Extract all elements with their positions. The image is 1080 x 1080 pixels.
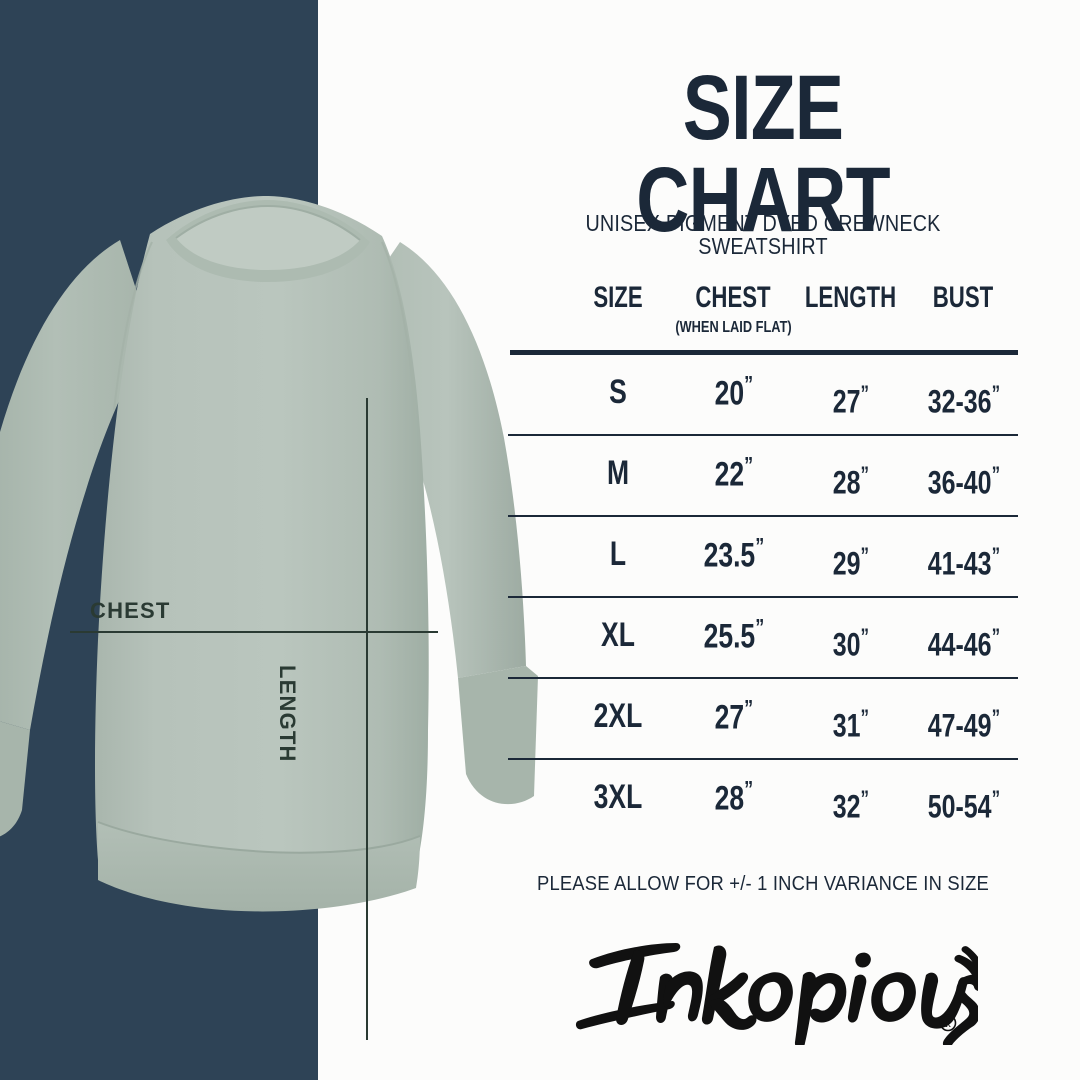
cell-length: 29” <box>832 543 869 582</box>
cell-size: 2XL <box>593 697 643 735</box>
hem-seam <box>97 821 421 854</box>
table-row: 2XL 27” 31” 47-49” <box>508 679 1018 760</box>
header-divider <box>510 350 1018 355</box>
header-bust: BUST <box>932 281 994 314</box>
inch-mark: ” <box>991 786 1000 811</box>
inch-mark: ” <box>860 381 869 406</box>
cell-bust: 50-54” <box>927 786 1000 825</box>
length-measure-label: LENGTH <box>275 665 300 763</box>
inch-mark: ” <box>755 614 764 640</box>
table-row: M 22” 28” 36-40” <box>508 436 1018 517</box>
cell-chest: 22” <box>714 452 753 494</box>
right-cuff <box>458 666 538 805</box>
page-title: SIZE CHART <box>636 57 890 251</box>
table-body: S 20” 27” 32-36” M 22” 28” 36-40” L 23.5” 29” 41-43… <box>508 355 1018 839</box>
inch-mark: ” <box>860 786 869 811</box>
cell-bust: 44-46” <box>927 624 1000 663</box>
inch-mark: ” <box>991 543 1000 568</box>
brand-logo: R <box>548 925 978 1045</box>
left-cuff <box>0 721 30 837</box>
length-measure-line <box>366 398 368 1040</box>
header-chest-note: (WHEN LAID FLAT) <box>675 319 792 336</box>
variance-note: PLEASE ALLOW FOR +/- 1 INCH VARIANCE IN … <box>536 873 990 895</box>
inch-mark: ” <box>744 776 753 802</box>
chest-measure-line <box>70 631 438 633</box>
inch-mark: ” <box>860 462 869 487</box>
cell-size: S <box>609 373 627 411</box>
cell-chest: 25.5” <box>703 614 765 656</box>
cell-length: 31” <box>832 705 869 744</box>
inch-mark: ” <box>755 533 764 559</box>
inch-mark: ” <box>744 452 753 478</box>
inkopious-logo-svg: R <box>575 943 978 1045</box>
inch-mark: ” <box>860 624 869 649</box>
cell-length: 32” <box>832 786 869 825</box>
page-subtitle: UNISEX PIGMENT DYED CREWNECK SWEATSHIRT <box>585 210 941 259</box>
left-sleeve <box>0 240 152 730</box>
left-shoulder-seam <box>113 241 153 411</box>
cell-bust: 36-40” <box>927 462 1000 501</box>
cell-bust: 47-49” <box>927 705 1000 744</box>
cell-bust: 32-36” <box>927 381 1000 420</box>
header-chest: CHEST <box>695 281 771 314</box>
cell-length: 30” <box>832 624 869 663</box>
neck-rib-inner <box>176 206 360 270</box>
hem-band <box>98 822 420 912</box>
inch-mark: ” <box>860 705 869 730</box>
inch-mark: ” <box>860 543 869 568</box>
cell-size: L <box>609 535 627 573</box>
cell-chest: 28” <box>714 776 753 818</box>
inch-mark: ” <box>991 705 1000 730</box>
size-chart-content: SIZE CHART UNISEX PIGMENT DYED CREWNECK … <box>508 0 1018 1080</box>
registered-mark: R <box>939 1014 957 1032</box>
table-row: XL 25.5” 30” 44-46” <box>508 598 1018 679</box>
inch-mark: ” <box>744 371 753 397</box>
right-shoulder-seam <box>381 241 417 419</box>
header-size: SIZE <box>593 281 643 314</box>
table-header-row: SIZE CHEST LENGTH BUST (WHEN LAID FLAT) <box>508 281 1018 355</box>
header-length: LENGTH <box>804 281 897 314</box>
cell-size: M <box>606 454 630 492</box>
table-row: L 23.5” 29” 41-43” <box>508 517 1018 598</box>
sweatshirt-illustration: CHEST LENGTH <box>0 170 540 1040</box>
table-row: S 20” 27” 32-36” <box>508 355 1018 436</box>
table-row: 3XL 28” 32” 50-54” <box>508 760 1018 839</box>
neck-seam <box>175 204 361 241</box>
inch-mark: ” <box>991 624 1000 649</box>
chest-measure-label: CHEST <box>90 598 171 623</box>
size-table: SIZE CHEST LENGTH BUST (WHEN LAID FLAT) … <box>508 281 1018 825</box>
cell-chest: 20” <box>714 371 753 413</box>
cell-chest: 27” <box>714 695 753 737</box>
inch-mark: ” <box>991 381 1000 406</box>
cell-length: 27” <box>832 381 869 420</box>
sweatshirt-body <box>95 196 429 888</box>
cell-bust: 41-43” <box>927 543 1000 582</box>
cell-length: 28” <box>832 462 869 501</box>
cell-chest: 23.5” <box>703 533 765 575</box>
cell-size: 3XL <box>593 778 643 816</box>
sweatshirt-svg <box>0 196 538 912</box>
inch-mark: ” <box>991 462 1000 487</box>
svg-text:R: R <box>945 1019 951 1029</box>
cell-size: XL <box>601 616 635 654</box>
inch-mark: ” <box>744 695 753 721</box>
